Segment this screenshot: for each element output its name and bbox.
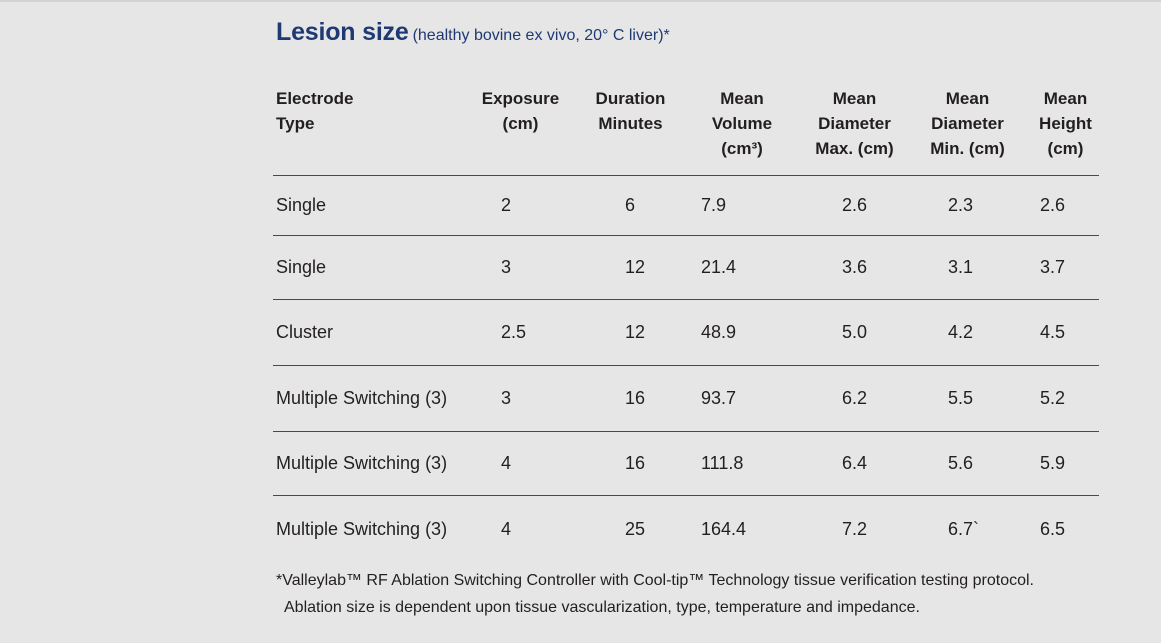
cell-duration: 16 xyxy=(625,388,646,408)
cell-mean-height: 2.6 xyxy=(1040,195,1066,215)
cell-mean-height: 5.2 xyxy=(1040,388,1066,408)
cell-electrode-type: Cluster xyxy=(276,322,334,342)
cell-electrode-type: Multiple Switching (3) xyxy=(276,388,448,408)
cell-mean-diameter-min: 3.1 xyxy=(948,257,974,277)
cell-mean-height: 5.9 xyxy=(1040,453,1066,473)
header-exposure: Exposure (cm) xyxy=(481,89,560,133)
cell-exposure: 2.5 xyxy=(501,322,527,342)
cell-mean-volume: 48.9 xyxy=(701,322,737,342)
cell-exposure: 3 xyxy=(501,257,512,277)
cell-electrode-type: Single xyxy=(276,195,327,215)
cell-mean-height: 4.5 xyxy=(1040,322,1066,342)
cell-exposure: 3 xyxy=(501,388,512,408)
page-title: Lesion size xyxy=(276,18,409,46)
top-divider xyxy=(0,0,1161,2)
table-row: Single 2 6 7.9 2.6 2.3 2.6 xyxy=(273,176,1099,236)
cell-duration: 25 xyxy=(625,518,646,539)
cell-duration: 6 xyxy=(625,195,636,215)
cell-mean-diameter-min: 5.5 xyxy=(948,388,974,408)
cell-mean-diameter-max: 6.4 xyxy=(842,453,868,473)
cell-exposure: 4 xyxy=(501,518,512,539)
table-row: Multiple Switching (3) 4 25 164.4 7.2 6.… xyxy=(273,496,1099,562)
cell-mean-diameter-max: 2.6 xyxy=(842,195,868,215)
page-heading: Lesion size (healthy bovine ex vivo, 20° … xyxy=(276,18,670,47)
page-subtitle: (healthy bovine ex vivo, 20° C liver)* xyxy=(412,27,670,44)
header-mean-diameter-max: Mean Diameter Max. (cm) xyxy=(815,89,894,158)
cell-exposure: 4 xyxy=(501,453,512,473)
table-row: Cluster 2.5 12 48.9 5.0 4.2 4.5 xyxy=(273,300,1099,366)
cell-mean-height: 6.5 xyxy=(1040,518,1066,539)
cell-duration: 12 xyxy=(625,322,646,342)
cell-mean-volume: 21.4 xyxy=(701,257,737,277)
table-header-row: Electrode Type Exposure (cm) Duration Mi… xyxy=(273,86,1099,176)
cell-mean-diameter-min: 6.7` xyxy=(948,518,980,539)
cell-electrode-type: Multiple Switching (3) xyxy=(276,453,448,473)
table-row: Multiple Switching (3) 4 16 111.8 6.4 5.… xyxy=(273,432,1099,496)
header-electrode-type: Electrode Type xyxy=(276,89,354,133)
footnote-line-1: *Valleylab™ RF Ablation Switching Contro… xyxy=(276,572,1034,589)
header-mean-volume: Mean Volume (cm³) xyxy=(711,89,773,158)
header-mean-diameter-min: Mean Diameter Min. (cm) xyxy=(930,89,1005,158)
cell-mean-volume: 111.8 xyxy=(701,453,744,473)
cell-duration: 12 xyxy=(625,257,646,277)
header-duration: Duration Minutes xyxy=(595,89,666,133)
cell-mean-height: 3.7 xyxy=(1040,257,1066,277)
cell-mean-diameter-min: 2.3 xyxy=(948,195,974,215)
table-row: Multiple Switching (3) 3 16 93.7 6.2 5.5… xyxy=(273,366,1099,432)
cell-electrode-type: Multiple Switching (3) xyxy=(276,518,448,539)
cell-duration: 16 xyxy=(625,453,646,473)
cell-mean-diameter-max: 7.2 xyxy=(842,518,868,539)
cell-exposure: 2 xyxy=(501,195,512,215)
cell-mean-diameter-max: 6.2 xyxy=(842,388,868,408)
cell-mean-volume: 164.4 xyxy=(701,518,747,539)
cell-electrode-type: Single xyxy=(276,257,327,277)
footnote: *Valleylab™ RF Ablation Switching Contro… xyxy=(276,567,1034,621)
lesion-size-table: Electrode Type Exposure (cm) Duration Mi… xyxy=(273,86,1099,562)
footnote-line-2: Ablation size is dependent upon tissue v… xyxy=(284,599,920,616)
cell-mean-diameter-min: 5.6 xyxy=(948,453,974,473)
header-mean-height: Mean Height (cm) xyxy=(1039,89,1092,158)
cell-mean-diameter-min: 4.2 xyxy=(948,322,974,342)
cell-mean-diameter-max: 3.6 xyxy=(842,257,868,277)
cell-mean-diameter-max: 5.0 xyxy=(842,322,868,342)
table-row: Single 3 12 21.4 3.6 3.1 3.7 xyxy=(273,236,1099,300)
cell-mean-volume: 93.7 xyxy=(701,388,737,408)
cell-mean-volume: 7.9 xyxy=(701,195,727,215)
